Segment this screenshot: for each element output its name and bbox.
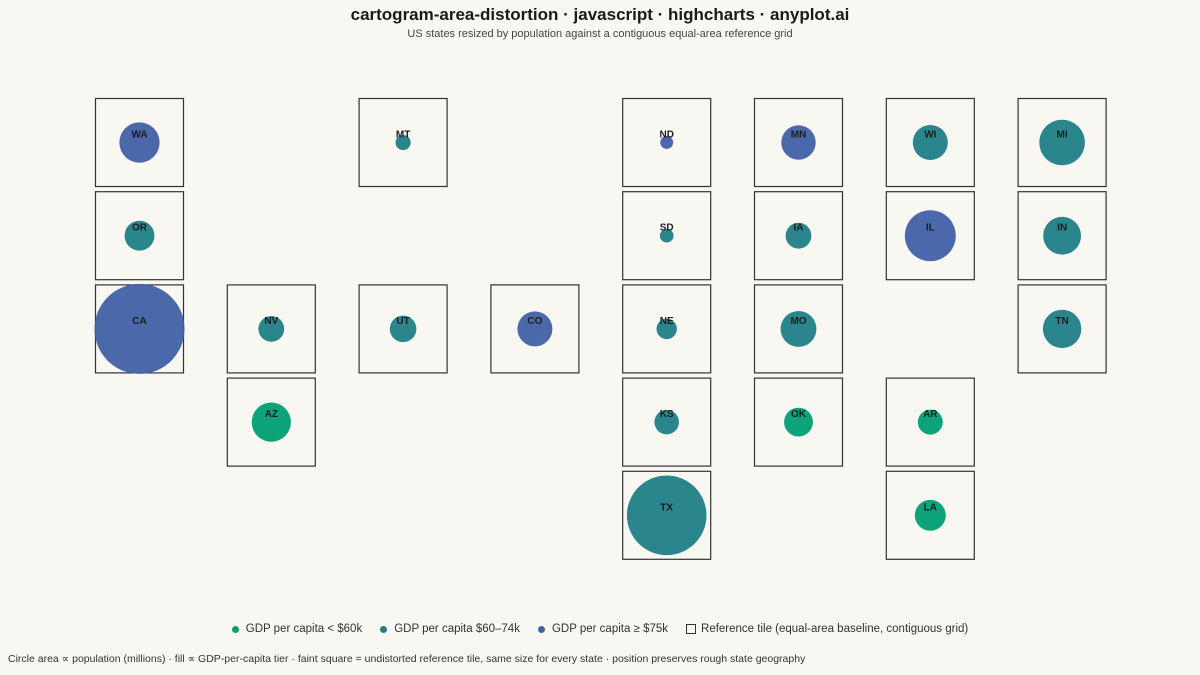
- legend-item-low[interactable]: GDP per capita < $60k: [231, 623, 363, 635]
- legend-item-reference[interactable]: Reference tile (equal-area baseline, con…: [686, 623, 968, 635]
- state-label-ut: UT: [396, 316, 409, 327]
- legend: GDP per capita < $60k GDP per capita $60…: [0, 623, 1200, 635]
- reference-tile-in: [1017, 191, 1107, 281]
- reference-tile-sd: [622, 191, 712, 281]
- legend-label-reference: Reference tile (equal-area baseline, con…: [701, 623, 969, 635]
- reference-tile-ar: [885, 377, 975, 467]
- state-bubble-sd[interactable]: [659, 228, 674, 243]
- state-label-ne: NE: [660, 316, 674, 327]
- state-bubble-in[interactable]: [1043, 216, 1082, 255]
- state-label-nd: ND: [659, 130, 673, 141]
- reference-tile-tx: [622, 470, 712, 560]
- reference-tile-ut: [358, 284, 448, 374]
- chart-subtitle: US states resized by population against …: [407, 28, 793, 40]
- state-bubble-nd[interactable]: [660, 136, 674, 149]
- state-bubble-mi[interactable]: [1039, 119, 1085, 166]
- state-label-nv: NV: [264, 316, 278, 327]
- state-bubble-ar[interactable]: [917, 409, 943, 435]
- reference-tile-nd: [622, 97, 712, 188]
- state-label-tx: TX: [660, 502, 673, 513]
- state-bubble-mo[interactable]: [780, 310, 817, 347]
- state-label-ok: OK: [791, 409, 807, 420]
- state-label-mi: MI: [1057, 130, 1068, 141]
- legend-label-high: GDP per capita ≥ $75k: [551, 623, 669, 635]
- legend-item-high[interactable]: GDP per capita ≥ $75k: [537, 623, 669, 635]
- state-bubble-ca[interactable]: [94, 283, 185, 374]
- state-bubble-il[interactable]: [904, 210, 956, 262]
- state-bubble-mt[interactable]: [395, 134, 411, 151]
- state-bubble-nv[interactable]: [258, 316, 285, 342]
- state-bubble-ok[interactable]: [784, 407, 813, 437]
- state-bubble-or[interactable]: [124, 220, 155, 251]
- state-label-or: OR: [132, 223, 148, 234]
- reference-tile-or: [94, 191, 185, 281]
- reference-tile-ok: [753, 377, 844, 467]
- state-bubble-ut[interactable]: [389, 315, 417, 343]
- reference-tile-wi: [885, 97, 975, 188]
- state-label-sd: SD: [660, 223, 674, 234]
- state-label-la: LA: [924, 502, 937, 513]
- state-bubble-co[interactable]: [517, 311, 553, 347]
- state-label-ia: IA: [794, 223, 804, 234]
- reference-tile-wa: [94, 97, 185, 188]
- state-label-az: AZ: [265, 409, 278, 420]
- reference-tile-tn: [1017, 284, 1107, 374]
- state-label-ca: CA: [132, 316, 146, 327]
- state-label-mt: MT: [396, 130, 410, 141]
- reference-tile-mt: [358, 97, 448, 188]
- state-bubble-wi[interactable]: [912, 124, 948, 161]
- reference-tile-mn: [753, 97, 844, 188]
- legend-item-mid[interactable]: GDP per capita $60–74k: [380, 623, 520, 635]
- state-label-ar: AR: [923, 409, 938, 420]
- reference-tile-nv: [226, 284, 316, 374]
- reference-tile-az: [226, 377, 316, 467]
- state-label-wi: WI: [924, 130, 936, 141]
- reference-tile-mo: [753, 284, 844, 374]
- reference-tile-co: [490, 284, 580, 374]
- state-bubble-mn[interactable]: [781, 125, 816, 160]
- reference-tile-la: [885, 470, 975, 560]
- state-label-ks: KS: [660, 409, 674, 420]
- state-label-co: CO: [527, 316, 542, 327]
- state-label-mn: MN: [791, 130, 807, 141]
- state-label-tn: TN: [1055, 316, 1068, 327]
- state-bubble-ne[interactable]: [656, 318, 677, 340]
- state-bubble-tn[interactable]: [1042, 309, 1082, 349]
- chart-title: cartogram-area-distortion · javascript ·…: [350, 5, 850, 24]
- state-label-mo: MO: [790, 316, 806, 327]
- legend-marker-mid: [380, 625, 388, 633]
- state-label-wa: WA: [131, 130, 147, 141]
- reference-tile-ks: [622, 377, 712, 467]
- reference-tile-mi: [1017, 97, 1107, 188]
- cartogram-plot: WA OR CA NV AZ MT UT CO ND SD NE KS TX MN IA MO OK WI IL AR…: [94, 97, 1107, 560]
- state-bubble-la[interactable]: [914, 499, 946, 531]
- state-label-il: IL: [926, 223, 935, 234]
- legend-marker-low: [231, 625, 239, 633]
- state-bubble-ia[interactable]: [785, 222, 812, 249]
- legend-marker-reference: [686, 624, 697, 634]
- state-bubble-az[interactable]: [251, 402, 291, 442]
- reference-tile-ne: [622, 284, 712, 374]
- legend-label-low: GDP per capita < $60k: [245, 623, 363, 635]
- reference-tile-il: [885, 191, 975, 281]
- legend-label-mid: GDP per capita $60–74k: [394, 623, 520, 635]
- state-bubble-wa[interactable]: [119, 122, 160, 163]
- state-bubble-tx[interactable]: [626, 475, 707, 556]
- chart-caption: Circle area ∝ population (millions) · fi…: [8, 653, 806, 665]
- reference-tile-ia: [753, 191, 844, 281]
- state-bubble-ks[interactable]: [654, 409, 679, 435]
- legend-marker-high: [537, 625, 545, 633]
- state-label-in: IN: [1057, 223, 1067, 234]
